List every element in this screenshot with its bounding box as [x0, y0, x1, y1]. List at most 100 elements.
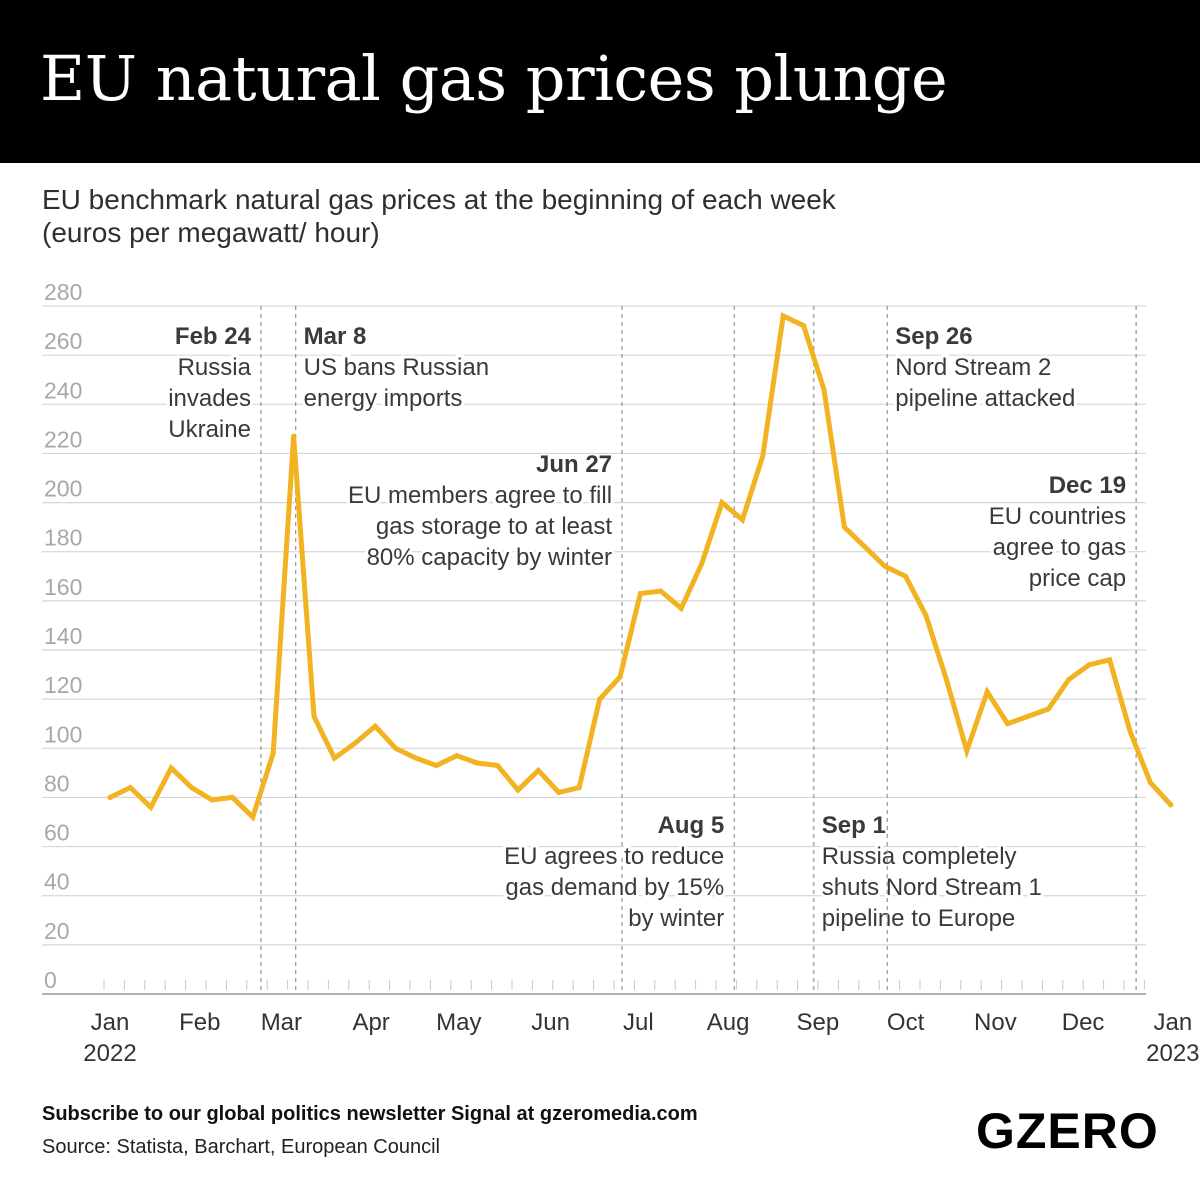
data-point: [474, 760, 480, 766]
event-text-line: US bans Russian: [304, 354, 489, 381]
event-date: Aug 5: [658, 812, 725, 839]
x-axis: Jan 2022 Feb Mar Apr May Jun Jul Aug Sep Oct Nov Dec…: [42, 980, 1200, 1067]
event-text-line: agree to gas: [993, 534, 1126, 561]
data-point: [515, 787, 521, 793]
data-point: [739, 517, 745, 523]
x-tick-label: Dec: [1062, 1009, 1105, 1036]
event-text-line: gas storage to at least: [376, 513, 612, 540]
x-tick-label: Apr: [352, 1009, 389, 1036]
y-tick-label: 40: [44, 869, 70, 895]
event-text-line: Nord Stream 2: [895, 354, 1051, 381]
x-tick-sublabel: 2022: [83, 1040, 136, 1067]
data-point: [127, 785, 133, 791]
subtitle-line-1: EU benchmark natural gas prices at the b…: [42, 184, 836, 215]
data-point: [841, 524, 847, 530]
event-text-line: energy imports: [304, 385, 463, 412]
data-point: [597, 696, 603, 702]
data-point: [658, 588, 664, 594]
gas-price-chart: 0 20 40 60 80 100 120 140 160 180 200 220 240 260 280 J…: [42, 279, 1200, 1067]
event-text-line: EU countries: [989, 503, 1126, 530]
chart-subtitle: EU benchmark natural gas prices at the b…: [42, 183, 1142, 249]
data-point: [535, 767, 541, 773]
event-annotations: Feb 24 Russia invades Ukraine Mar 8 US bans R…: [165, 306, 1137, 994]
y-tick-label: 180: [44, 525, 82, 551]
event-text-line: invades: [168, 385, 251, 412]
event-text-line: by winter: [628, 905, 724, 932]
title-banner: EU natural gas prices plunge: [0, 0, 1200, 163]
page-title: EU natural gas prices plunge: [40, 42, 948, 115]
event-date: Sep 1: [822, 812, 886, 839]
subtitle-line-2: (euros per megawatt/ hour): [42, 217, 380, 248]
data-point: [311, 713, 317, 719]
data-point: [780, 313, 786, 319]
event-label: Dec 19 EU countries agree to gas price cap: [986, 472, 1129, 595]
data-point: [1107, 657, 1113, 663]
x-tick-label: Feb: [179, 1009, 220, 1036]
data-point: [209, 797, 215, 803]
data-point: [719, 500, 725, 506]
y-tick-label: 280: [44, 279, 82, 305]
event-text-line: Russia: [178, 354, 252, 381]
y-tick-label: 0: [44, 967, 57, 993]
data-point: [148, 804, 154, 810]
data-point: [1147, 780, 1153, 786]
event-label: Sep 1 Russia completely shuts Nord Stream …: [819, 812, 1045, 935]
event-date: Mar 8: [304, 323, 367, 350]
event-text-line: Russia completely: [822, 843, 1017, 870]
data-point: [821, 387, 827, 393]
x-tick-label: Jun: [531, 1009, 570, 1036]
data-point: [699, 561, 705, 567]
y-tick-label: 240: [44, 377, 82, 403]
x-tick-label: Mar: [261, 1009, 302, 1036]
event-date: Dec 19: [1049, 472, 1126, 499]
data-point: [964, 748, 970, 754]
data-point: [923, 613, 929, 619]
data-point: [250, 814, 256, 820]
data-point: [352, 740, 358, 746]
x-tick-label: May: [436, 1009, 481, 1036]
data-point: [984, 689, 990, 695]
x-tick-label: Nov: [974, 1009, 1017, 1036]
event-text-line: shuts Nord Stream 1: [822, 874, 1042, 901]
data-point: [107, 794, 113, 800]
y-tick-label: 60: [44, 820, 70, 846]
data-point: [1005, 721, 1011, 727]
event-text-line: Ukraine: [168, 416, 251, 443]
event-date: Sep 26: [895, 323, 972, 350]
data-point: [1086, 662, 1092, 668]
data-point: [943, 677, 949, 683]
x-tick-label: Sep: [797, 1009, 840, 1036]
event-text-line: EU agrees to reduce: [504, 843, 724, 870]
data-point: [372, 723, 378, 729]
data-point: [1168, 802, 1174, 808]
event-text-line: 80% capacity by winter: [367, 544, 612, 571]
event-date: Feb 24: [175, 323, 252, 350]
data-point: [1127, 728, 1133, 734]
x-tick-label: Oct: [887, 1009, 925, 1036]
data-point: [189, 785, 195, 791]
event-text-line: price cap: [1029, 565, 1126, 592]
y-tick-label: 140: [44, 623, 82, 649]
event-label: Sep 26 Nord Stream 2 pipeline attacked: [892, 323, 1078, 415]
data-point: [617, 674, 623, 680]
event-date: Jun 27: [536, 451, 612, 478]
data-point: [433, 762, 439, 768]
y-tick-label: 260: [44, 328, 82, 354]
data-point: [1066, 677, 1072, 683]
data-point: [413, 755, 419, 761]
y-tick-label: 200: [44, 476, 82, 502]
data-point: [556, 790, 562, 796]
data-point: [270, 750, 276, 756]
newsletter-footnote: Subscribe to our global politics newslet…: [42, 1103, 698, 1125]
data-points: [107, 313, 1174, 820]
data-point: [495, 762, 501, 768]
gzero-logo: GZERO: [976, 1103, 1159, 1159]
event-label: Jun 27 EU members agree to fill gas storag…: [345, 451, 615, 574]
x-tick-label: Jan: [91, 1009, 130, 1036]
x-tick-label: Jan: [1153, 1009, 1192, 1036]
source-footnote: Source: Statista, Barchart, European Cou…: [42, 1136, 440, 1158]
data-point: [801, 323, 807, 329]
event-text-line: gas demand by 15%: [505, 874, 724, 901]
data-point: [291, 433, 297, 439]
x-tick-label: Aug: [707, 1009, 750, 1036]
